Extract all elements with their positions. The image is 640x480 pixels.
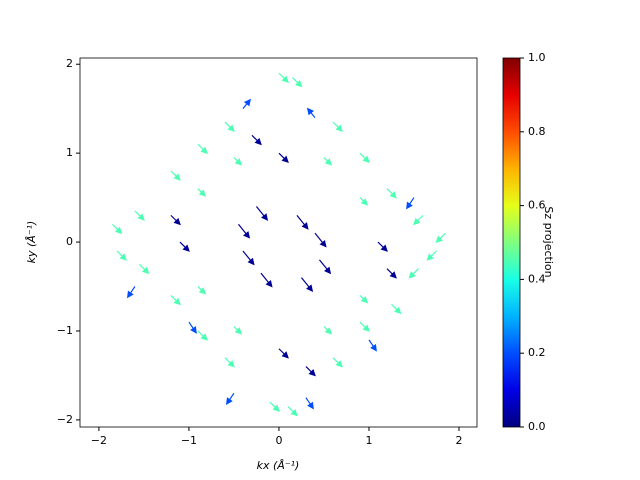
arrow (170, 294, 181, 306)
arrow (197, 143, 208, 155)
arrow (406, 197, 415, 210)
arrow (126, 286, 136, 299)
x-tick-label: 2 (455, 434, 462, 447)
arrow (197, 286, 207, 295)
arrow (224, 357, 235, 368)
arrow (269, 401, 280, 412)
x-tick-label: −2 (91, 434, 107, 447)
arrow (435, 232, 446, 243)
colorbar-label: Sz projection (542, 206, 555, 277)
x-axis-label: kx (Å⁻¹) (257, 459, 300, 472)
arrow (251, 134, 262, 146)
arrow (408, 268, 419, 279)
arrow (359, 294, 369, 304)
arrow (359, 321, 370, 332)
arrow (111, 223, 123, 235)
x-tick-label: −1 (181, 434, 197, 447)
arrow (170, 170, 181, 181)
y-tick-label: 1 (66, 146, 73, 159)
arrow (225, 392, 235, 405)
arrow (314, 232, 327, 248)
arrow (386, 268, 397, 279)
arrow (413, 214, 424, 226)
colorbar-tick-label: 0.0 (528, 420, 546, 433)
arrow (377, 241, 388, 252)
y-axis-label: ky (Å⁻¹) (25, 221, 38, 264)
arrow (305, 366, 316, 377)
arrow (306, 107, 316, 118)
x-tick-label: 0 (275, 434, 282, 447)
arrow (179, 241, 190, 252)
arrow (287, 406, 298, 417)
arrow (305, 397, 314, 410)
arrow (233, 326, 243, 335)
arrow (386, 188, 397, 199)
y-tick-label: 0 (66, 235, 73, 248)
arrow (278, 348, 289, 359)
arrow (292, 77, 303, 88)
colorbar (502, 57, 521, 428)
arrow (278, 152, 289, 163)
colorbar-tick-label: 0.6 (528, 199, 546, 212)
arrow (391, 303, 402, 315)
arrow (260, 272, 273, 288)
arrow (138, 263, 150, 275)
arrow (359, 197, 369, 206)
arrow (197, 188, 207, 197)
colorbar-tick-label: 0.2 (528, 346, 546, 359)
arrow (224, 121, 235, 132)
y-tick-label: 2 (66, 57, 73, 70)
colorbar-tick-label: 0.4 (528, 272, 546, 285)
arrow (332, 121, 343, 132)
arrow (255, 206, 269, 221)
arrow (323, 157, 333, 166)
plot-frame (79, 57, 478, 428)
arrow (426, 250, 437, 261)
y-tick-label: −1 (57, 324, 73, 337)
arrow (134, 210, 145, 221)
arrow (242, 98, 251, 110)
arrow (359, 152, 370, 163)
arrow (278, 72, 289, 83)
arrow (368, 339, 377, 352)
arrow (116, 250, 127, 261)
y-tick-label: −2 (57, 413, 73, 426)
arrow (318, 259, 332, 275)
arrow (197, 330, 208, 341)
arrow (300, 277, 314, 293)
arrow (170, 214, 181, 226)
colorbar-tick-label: 1.0 (528, 51, 546, 64)
arrow (237, 223, 251, 239)
arrow (233, 157, 243, 166)
arrow (188, 321, 197, 334)
x-tick-label: 1 (365, 434, 372, 447)
arrow (332, 357, 343, 368)
arrow (323, 326, 333, 335)
colorbar-tick-label: 0.8 (528, 125, 546, 138)
arrow (242, 250, 255, 266)
arrow (296, 215, 309, 230)
